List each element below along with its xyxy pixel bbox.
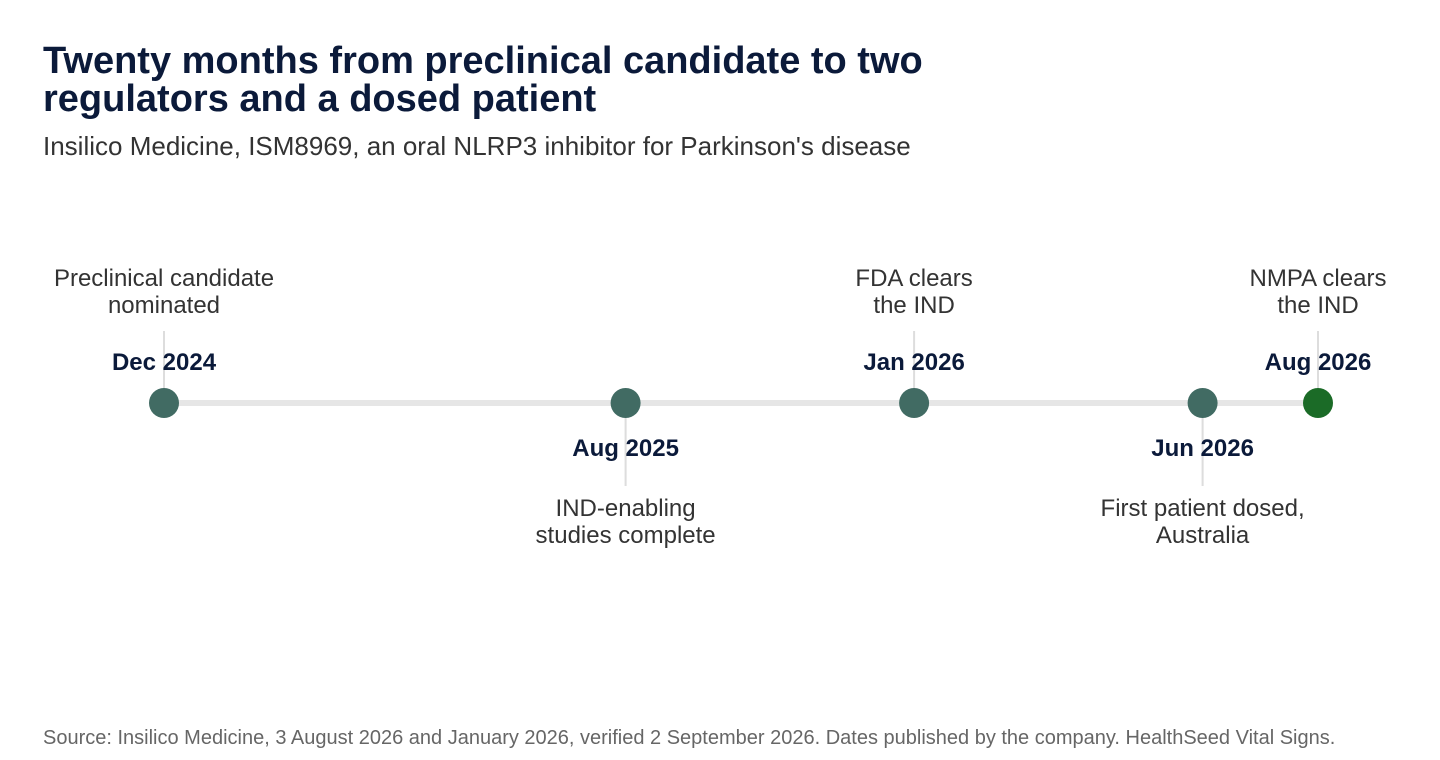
milestone-date-aug-2026: Aug 2026 [1265, 349, 1372, 376]
milestone-label-jan-2026: FDA clears [855, 265, 972, 292]
milestone-label-jun-2026: Australia [1156, 522, 1250, 549]
milestone-label-jun-2026: First patient dosed, [1101, 495, 1305, 522]
milestone-label-dec-2024: nominated [108, 292, 220, 319]
chart-subtitle: Insilico Medicine, ISM8969, an oral NLRP… [43, 131, 911, 161]
milestone-label-jan-2026: the IND [873, 292, 954, 319]
milestone-dot-aug-2025 [610, 388, 641, 418]
milestone-label-aug-2026: the IND [1277, 292, 1358, 319]
milestone-date-aug-2025: Aug 2025 [572, 435, 679, 462]
source-note: Source: Insilico Medicine, 3 August 2026… [43, 727, 1336, 749]
chart-title: Twenty months from preclinical candidate… [43, 40, 923, 120]
milestone-label-aug-2025: IND-enabling [556, 495, 696, 522]
milestone-date-jan-2026: Jan 2026 [863, 349, 964, 376]
milestone-date-dec-2024: Dec 2024 [112, 349, 217, 376]
milestone-dot-jun-2026 [1187, 388, 1218, 418]
milestone-dot-aug-2026 [1303, 388, 1333, 418]
milestone-label-aug-2025: studies complete [536, 522, 716, 549]
milestone-label-aug-2026: NMPA clears [1250, 265, 1387, 292]
milestone-dot-dec-2024 [149, 388, 179, 418]
milestone-dot-jan-2026 [899, 388, 930, 418]
milestone-date-jun-2026: Jun 2026 [1151, 435, 1254, 462]
milestone-label-dec-2024: Preclinical candidate [54, 265, 274, 292]
